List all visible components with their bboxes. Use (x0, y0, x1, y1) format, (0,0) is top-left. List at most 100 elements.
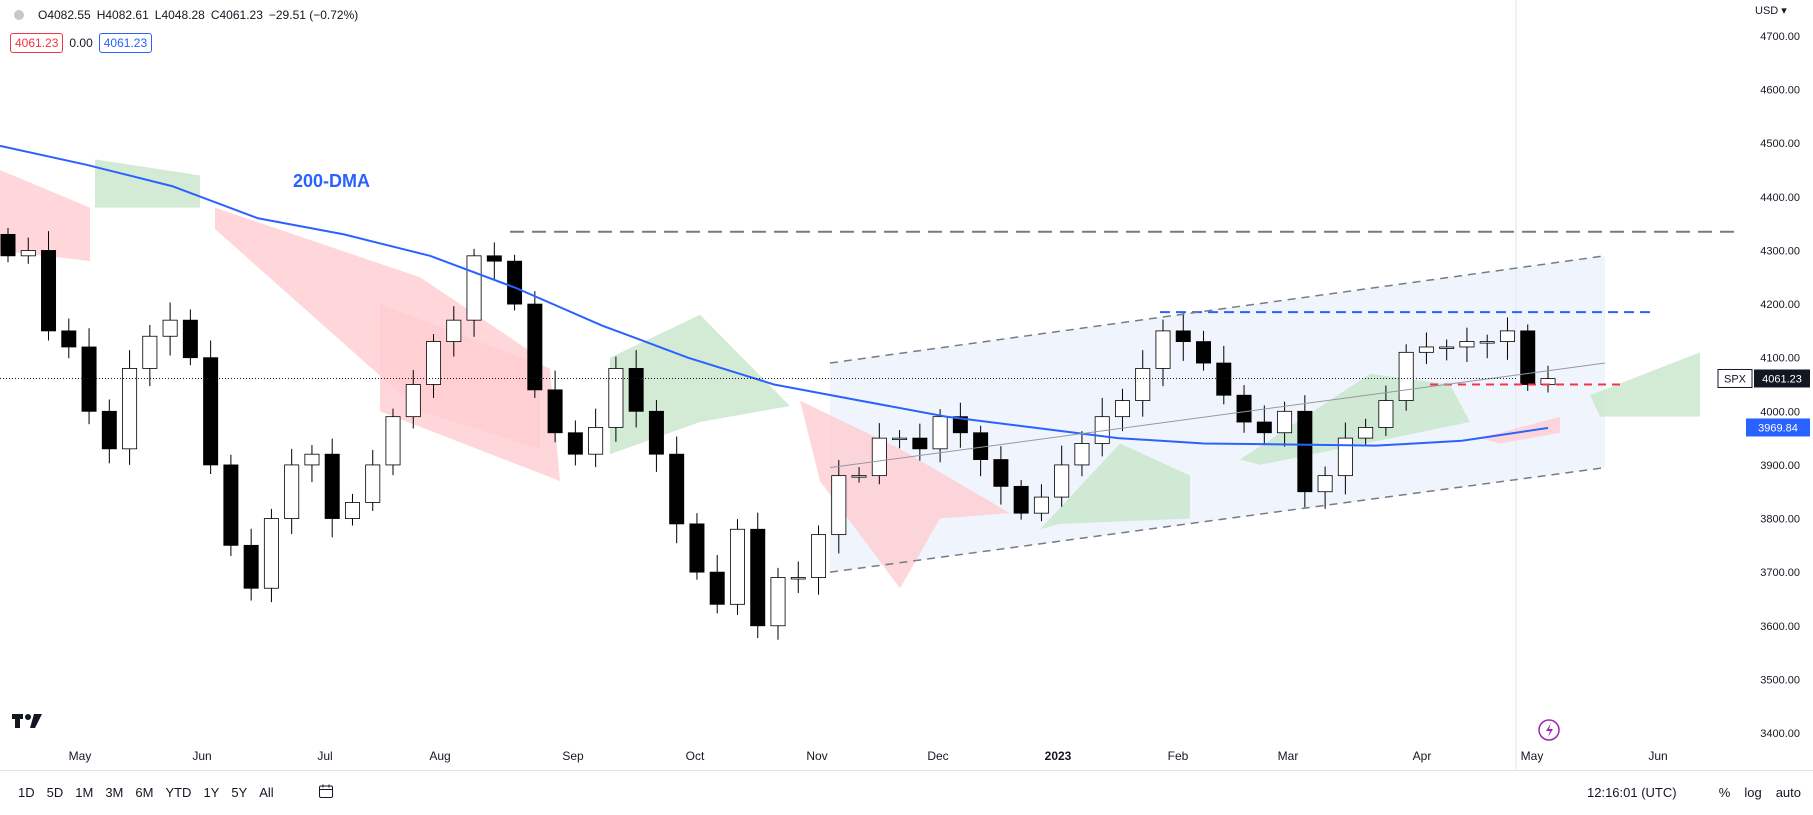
range-button-all[interactable]: All (259, 785, 274, 800)
currency-label: USD (1755, 5, 1779, 17)
candle-body (182, 319, 198, 359)
candle-body (1074, 443, 1090, 466)
candle-body (1277, 410, 1293, 434)
ohlc-legend: O4082.55 H4082.61 L4048.28 C4061.23 −29.… (14, 8, 358, 22)
channel-mid-line (829, 362, 1606, 469)
candle-body (81, 346, 97, 412)
percent-toggle[interactable]: % (1718, 785, 1731, 800)
candle-body (811, 534, 827, 578)
bottom-toolbar: 1D 5D 1M 3M 6M YTD 1Y 5Y All 12:16:01 (UTC) % lo… (0, 770, 1813, 815)
y-tick-label: 3400.00 (1760, 728, 1800, 740)
calendar-icon[interactable] (318, 783, 334, 799)
candle-body (122, 368, 138, 450)
candle-body (1479, 341, 1495, 344)
candle-body (203, 357, 219, 466)
price-badges: 4061.23 0.00 4061.23 (10, 33, 153, 53)
range-button-1d[interactable]: 1D (18, 785, 35, 800)
event-bolt-icon (1546, 723, 1553, 737)
candle-body (1175, 330, 1191, 343)
plot-area: 4700.00 4600.00 4500.00 4400.00 4300.00 4200.… (0, 0, 1810, 770)
clock-time: 12:16:01 (UTC) (1587, 785, 1677, 800)
candle-body (1520, 330, 1536, 385)
candle-body (993, 459, 1009, 487)
x-tick-label: Dec (927, 749, 948, 763)
candle-body (142, 335, 158, 369)
currency-selector[interactable]: USD ▾ (1755, 5, 1787, 17)
log-toggle[interactable]: log (1744, 785, 1762, 800)
dma-annotation: 200-DMA (293, 171, 370, 191)
candle-body (648, 410, 664, 455)
candle-body (770, 577, 786, 627)
candle-body (324, 453, 340, 519)
ichimoku-cloud-green (95, 159, 200, 208)
y-tick-label: 3800.00 (1760, 514, 1800, 526)
candle-body (1358, 426, 1374, 439)
trend-channel-fill (830, 255, 1605, 573)
channel-upper-line (829, 255, 1606, 364)
candle-body (1398, 351, 1414, 401)
candle-body (162, 319, 178, 337)
range-button-1m[interactable]: 1M (75, 785, 94, 800)
candle-body (588, 426, 604, 455)
candle-body (1155, 330, 1171, 369)
candle-body (1317, 475, 1333, 493)
ichimoku-cloud-green (1040, 443, 1190, 530)
x-tick-label: Oct (686, 749, 705, 763)
change-value: −29.51 (−0.72%) (268, 8, 359, 22)
candle-body (628, 368, 644, 412)
candle-body (1439, 346, 1455, 349)
candle-body (426, 341, 442, 385)
candle-body (1256, 421, 1272, 434)
tradingview-logo-icon (12, 714, 42, 728)
candle-body (1297, 410, 1313, 493)
candle-body (851, 475, 867, 478)
ichimoku-cloud-red (380, 304, 560, 482)
range-button-5y[interactable]: 5Y (231, 785, 248, 800)
candle-body (446, 319, 462, 343)
range-button-5d[interactable]: 5D (46, 785, 64, 800)
candle-body (527, 303, 543, 391)
x-tick-label: Feb (1168, 749, 1189, 763)
candle-body (547, 389, 563, 434)
scale-controls: % log auto (1719, 785, 1801, 800)
candle-body (405, 384, 421, 418)
range-button-1y[interactable]: 1Y (203, 785, 220, 800)
buy-badge[interactable]: 4061.23 (98, 33, 153, 53)
y-tick-label: 4100.00 (1760, 353, 1800, 365)
open-value: O4082.55 (38, 8, 91, 22)
candle-body (871, 437, 887, 477)
range-button-6m[interactable]: 6M (135, 785, 154, 800)
auto-toggle[interactable]: auto (1775, 785, 1801, 800)
candle-body (892, 437, 908, 441)
candle-body (729, 528, 745, 605)
price-tag-box (1754, 369, 1810, 388)
range-buttons: 1D 5D 1M 3M 6M YTD 1Y 5Y All (18, 785, 274, 800)
x-tick-label: May (1521, 749, 1544, 763)
range-button-3m[interactable]: 3M (105, 785, 124, 800)
candle-body (689, 523, 705, 573)
x-tick-label: Sep (562, 749, 584, 763)
sell-badge[interactable]: 4061.23 (10, 33, 64, 53)
candle-body (507, 260, 523, 305)
symbol-tag-box (1717, 368, 1753, 388)
candle-body (1459, 341, 1475, 348)
candle-body (243, 544, 259, 589)
dma-200-line (0, 144, 1549, 447)
candle-body (0, 233, 16, 257)
candle-body (263, 518, 279, 589)
range-button-ytd[interactable]: YTD (165, 785, 192, 800)
channel-lower-line (829, 466, 1606, 573)
high-value: H4082.61 (96, 8, 149, 22)
ichimoku-cloud-red (1480, 416, 1560, 444)
y-tick-label: 4700.00 (1760, 31, 1800, 43)
x-tick-label: 2023 (1045, 749, 1072, 763)
candle-body (1236, 394, 1252, 423)
x-tick-label: May (69, 749, 92, 763)
candle-body (608, 368, 624, 428)
candle-body (912, 437, 928, 450)
y-tick-label: 3500.00 (1760, 674, 1800, 686)
y-tick-label: 4200.00 (1760, 299, 1800, 311)
candle-body (1337, 437, 1353, 477)
candle-body (466, 255, 482, 321)
